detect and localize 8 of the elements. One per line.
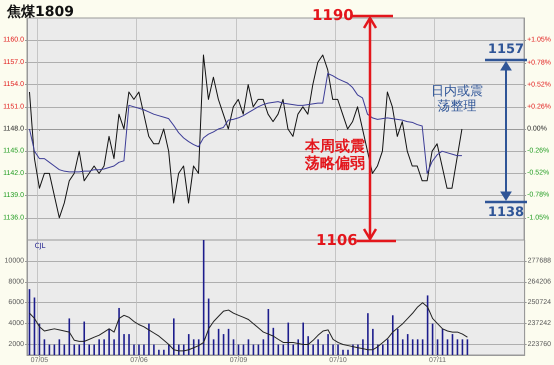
annotation: 本周或震荡略偏弱 (304, 137, 366, 172)
annotation: 1138 (486, 205, 526, 220)
annotation: 1190 (312, 6, 354, 24)
annotation: 1157 (486, 42, 526, 57)
annotation: 1106 (316, 231, 358, 249)
chart-title: 焦煤1809 (6, 4, 74, 20)
line-series (28, 302, 468, 352)
annotation: 日内或震荡整理 (430, 84, 484, 114)
